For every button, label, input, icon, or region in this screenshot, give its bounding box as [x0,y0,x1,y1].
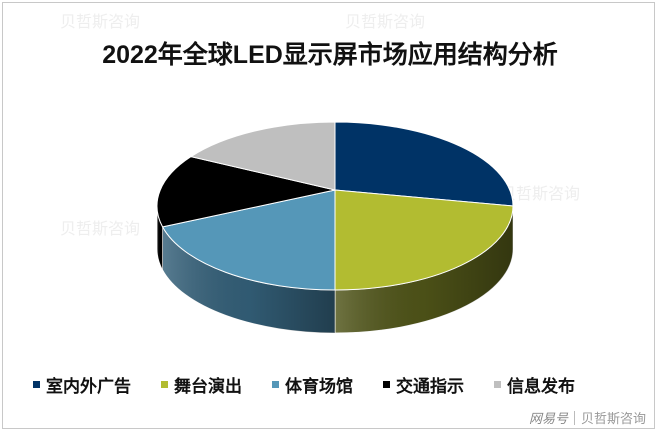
pie-top [156,121,514,291]
pie-slice-1[interactable] [334,189,514,291]
legend-swatch-icon [272,381,279,388]
source-name: 贝哲斯咨询 [580,412,646,427]
legend: 室内外广告 舞台演出 体育场馆 交通指示 信息发布 [33,372,605,397]
pie-slice-2[interactable] [162,189,336,291]
legend-item-stadiums[interactable]: 体育场馆 [272,372,353,397]
legend-swatch-icon [494,381,501,388]
platform-name: 网易号 [528,412,568,427]
legend-swatch-icon [33,381,40,388]
pie-slice-3[interactable] [156,156,336,228]
legend-label: 舞台演出 [174,377,242,397]
legend-swatch-icon [161,381,168,388]
pie-slice-0[interactable] [334,121,514,207]
pie-side-1 [335,206,513,333]
legend-label: 交通指示 [396,377,464,397]
legend-label: 信息发布 [507,377,575,397]
legend-item-info-release[interactable]: 信息发布 [494,372,575,397]
pie-side-3 [157,206,163,270]
legend-swatch-icon [383,381,390,388]
legend-item-traffic-signs[interactable]: 交通指示 [383,372,464,397]
legend-label: 室内外广告 [46,377,131,397]
pie-slice-4[interactable] [190,121,336,191]
legend-item-stage-performance[interactable]: 舞台演出 [161,372,242,397]
divider [573,410,575,425]
chart-title: 2022年全球LED显示屏市场应用结构分析 [102,41,558,69]
source-footer: 网易号 贝哲斯咨询 [529,408,646,427]
legend-label: 体育场馆 [285,377,353,397]
legend-item-indoor-outdoor-ads[interactable]: 室内外广告 [33,372,131,397]
